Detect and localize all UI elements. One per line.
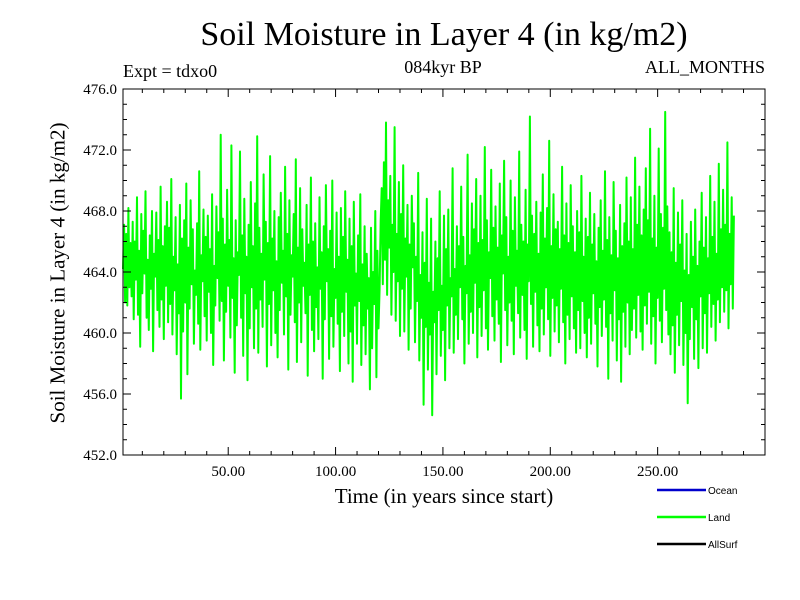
- x-tick-label: 100.00: [315, 464, 356, 480]
- y-tick-label: 460.0: [83, 326, 117, 342]
- x-axis-label: Time (in years since start): [334, 484, 554, 508]
- x-tick-label: 200.00: [530, 464, 571, 480]
- series-line-land: [122, 110, 735, 417]
- chart-title: Soil Moisture in Layer 4 (in kg/m2): [200, 16, 688, 53]
- axis-ticks: 452.0 456.0 460.0 464.0 468.0 472.0 476.0 50.00…: [83, 82, 765, 480]
- legend-label-ocean: Ocean: [708, 486, 737, 497]
- y-tick-label: 456.0: [83, 387, 117, 403]
- legend-label-allsurf: AllSurf: [708, 540, 738, 551]
- series-layer: [122, 110, 735, 417]
- y-tick-label: 476.0: [83, 82, 117, 98]
- x-tick-label: 150.00: [422, 464, 463, 480]
- x-tick-label: 250.00: [637, 464, 678, 480]
- x-tick-label: 50.00: [211, 464, 245, 480]
- experiment-label: Expt = tdxo0: [123, 61, 218, 81]
- y-tick-label: 468.0: [83, 204, 117, 220]
- period-label: ALL_MONTHS: [645, 57, 765, 77]
- y-tick-label: 464.0: [83, 265, 117, 281]
- legend-label-land: Land: [708, 513, 730, 524]
- y-tick-label: 472.0: [83, 143, 117, 159]
- legend: Ocean Land AllSurf: [657, 486, 738, 551]
- chart-subtitle: 084kyr BP: [404, 57, 482, 77]
- y-tick-label: 452.0: [83, 448, 117, 464]
